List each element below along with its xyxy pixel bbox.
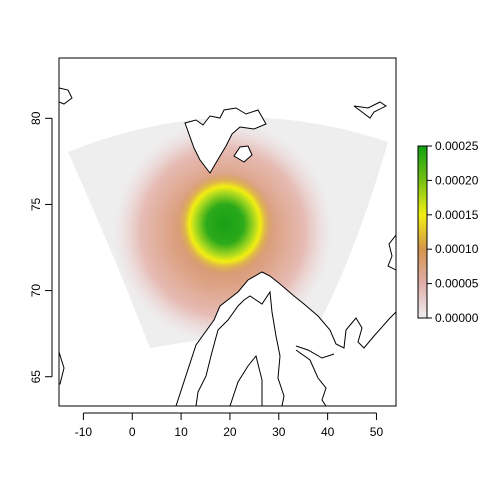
x-axis: -10 0 10 20 30 40 50 <box>75 412 384 439</box>
x-tick-label: 40 <box>321 425 335 439</box>
x-tick-label: -10 <box>75 425 93 439</box>
scandinavia-mainland <box>175 271 396 406</box>
y-axis: 65 70 75 80 <box>29 111 53 384</box>
legend-ticks: 0.00000 0.00005 0.00010 0.00015 0.00020 0.000… <box>427 139 479 325</box>
island-east <box>233 145 253 163</box>
novaya-zemlya <box>387 234 396 271</box>
white-sea-shore <box>295 345 335 359</box>
coastlines <box>59 87 396 406</box>
x-tick-label: 50 <box>370 425 384 439</box>
legend-tick-label: 0.00000 <box>435 311 479 325</box>
iceland-edge <box>59 351 65 385</box>
legend-color-bar <box>417 145 428 319</box>
x-tick-label: 0 <box>129 425 136 439</box>
y-tick-label: 75 <box>29 197 43 211</box>
y-tick-label: 70 <box>29 284 43 298</box>
border-finland-russia <box>295 349 327 406</box>
plot-frame <box>58 57 397 407</box>
x-tick-label: 20 <box>223 425 237 439</box>
legend-tick-label: 0.00015 <box>435 208 479 222</box>
border-norway-sweden <box>195 290 285 406</box>
x-tick-label: 30 <box>272 425 286 439</box>
color-legend: 0.00000 0.00005 0.00010 0.00015 0.00020 0.000… <box>417 139 479 325</box>
border-sweden-finland <box>229 354 263 406</box>
plot-area <box>59 87 396 406</box>
density-hotspot <box>176 172 274 276</box>
legend-tick-label: 0.00025 <box>435 139 479 153</box>
y-tick-label: 65 <box>29 370 43 384</box>
y-tick-label: 80 <box>29 111 43 125</box>
svalbard-island <box>184 107 267 174</box>
legend-tick-label: 0.00010 <box>435 242 479 256</box>
franz-josef-land <box>353 101 387 119</box>
x-tick-label: 10 <box>174 425 188 439</box>
legend-tick-label: 0.00020 <box>435 173 479 187</box>
legend-tick-label: 0.00005 <box>435 277 479 291</box>
greenland-edge <box>59 87 73 105</box>
internal-borders <box>195 290 335 406</box>
